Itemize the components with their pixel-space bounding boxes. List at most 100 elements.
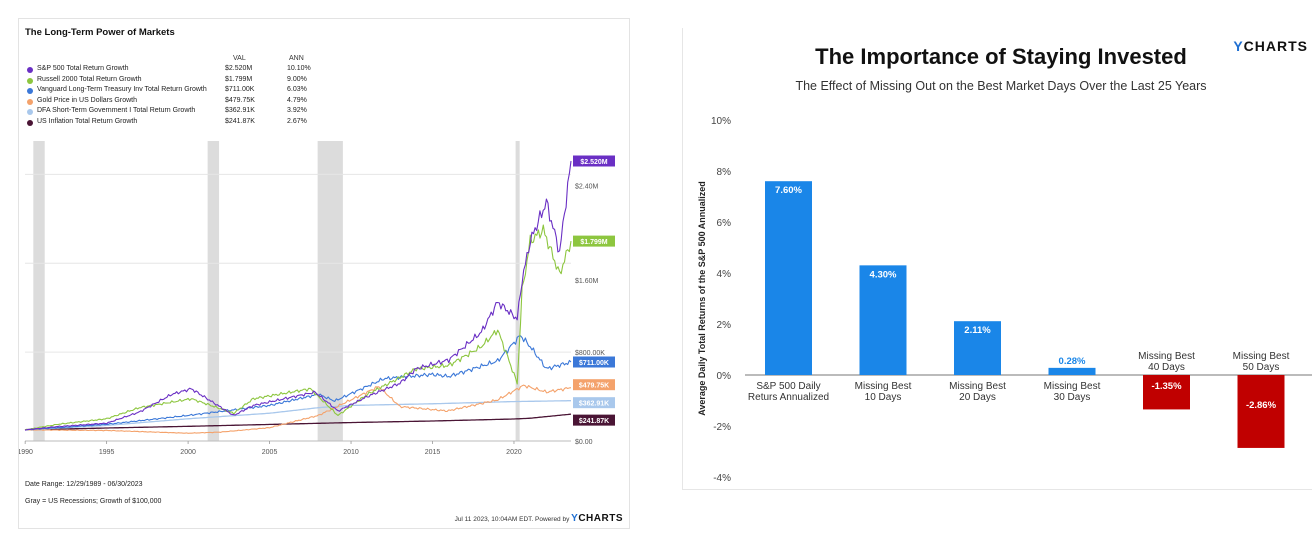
series-line — [25, 413, 572, 431]
legend-value: $241.87K — [225, 117, 255, 125]
legend-value: $711.00K — [225, 86, 255, 93]
y-tick-label: $800.00K — [575, 350, 605, 357]
legend-header-ann: ANN — [289, 55, 304, 62]
value-tag — [573, 414, 615, 426]
legend-annual-return: 2.67% — [287, 117, 307, 125]
y-axis-label: Average Daily Total Returns of the S&P 5… — [697, 181, 707, 416]
bar — [859, 265, 907, 375]
y-tick-label: 2% — [717, 320, 732, 331]
recession-band — [207, 141, 220, 441]
y-tick-label: 8% — [717, 167, 732, 178]
chart-title: The Importance of Staying Invested — [815, 44, 1187, 69]
recession-note: Gray = US Recessions; Growth of $100,000 — [25, 498, 162, 505]
value-tag-label: $1.799M — [580, 239, 607, 246]
series-line — [24, 160, 572, 431]
series-line — [24, 335, 572, 431]
category-label: Missing Best — [949, 381, 1006, 392]
y-tick-label: $1.60M — [575, 278, 599, 285]
legend-item: Gold Price in US Dollars Growth $479.75K 4… — [25, 97, 325, 107]
y-tick-label: 6% — [717, 218, 732, 229]
legend-annual-return: 10.10% — [287, 65, 311, 72]
category-label: 30 Days — [1054, 392, 1091, 403]
value-tag-label: $479.75K — [579, 383, 609, 390]
x-tick-label: 1990 — [19, 449, 33, 456]
y-tick-label: $2.40M — [575, 183, 599, 190]
legend-item: DFA Short-Term Government I Total Return… — [25, 107, 325, 117]
data-label: -1.35% — [1151, 381, 1182, 392]
bar — [765, 181, 812, 375]
category-label: Returs Annualized — [748, 392, 829, 403]
value-tag-label: $241.87K — [579, 418, 609, 425]
category-label: S&P 500 Daily — [756, 381, 820, 392]
brand-rest: CHARTS — [578, 513, 623, 524]
series-line — [24, 384, 572, 434]
data-label: 4.30% — [870, 269, 897, 280]
legend-label: US Inflation Total Return Growth — [37, 117, 138, 125]
category-label: 20 Days — [959, 392, 996, 403]
ycharts-logo: YCHARTS — [1233, 38, 1308, 54]
staying-invested-panel: The Importance of Staying Invested The E… — [682, 28, 1312, 490]
data-label: 2.11% — [964, 325, 991, 336]
brand-letter: Y — [1233, 38, 1244, 54]
date-range: Date Range: 12/29/1989 - 06/30/2023 — [25, 481, 143, 488]
series-line — [24, 224, 572, 431]
x-tick-label: 2010 — [343, 449, 359, 456]
y-tick-label: 4% — [717, 269, 732, 280]
y-tick-label: 0% — [717, 371, 732, 382]
series-line — [24, 400, 571, 431]
chart-subtitle: The Effect of Missing Out on the Best Ma… — [795, 79, 1207, 93]
recession-band — [33, 141, 45, 441]
bar — [1237, 375, 1285, 448]
x-tick-label: 2005 — [262, 449, 278, 456]
x-tick-label: 2020 — [506, 449, 522, 456]
x-tick-label: 1995 — [99, 449, 115, 456]
legend-marker — [27, 77, 33, 84]
data-label: 0.28% — [1059, 356, 1086, 367]
category-label: Missing Best — [1138, 351, 1195, 362]
value-tag-label: $2.520M — [580, 159, 607, 166]
long-term-markets-panel: The Long-Term Power of Markets VAL ANN S… — [18, 18, 630, 529]
category-label: 10 Days — [865, 392, 902, 403]
category-label: Missing Best — [1044, 381, 1101, 392]
brand-letter: Y — [571, 513, 579, 524]
value-tag — [573, 397, 615, 409]
bar-chart: -4% -2% 0% 2% 4% 6% 8% 10% Average Daily Total R… — [697, 116, 1312, 484]
legend-item: S&P 500 Total Return Growth $2.520M 10.10% — [25, 65, 325, 75]
y-tick-label: -2% — [713, 422, 731, 433]
value-tag-label: $711.00K — [579, 360, 609, 367]
value-tag — [573, 379, 615, 391]
legend-item: Vanguard Long-Term Treasury Inv Total Re… — [25, 86, 325, 96]
recession-band — [515, 141, 520, 441]
legend-annual-return: 6.03% — [287, 86, 307, 93]
legend-annual-return: 9.00% — [287, 75, 307, 83]
bar — [954, 321, 1001, 375]
legend-value: $1.799M — [225, 75, 253, 83]
brand-rest: CHARTS — [1243, 38, 1308, 54]
y-tick-label: -4% — [713, 473, 731, 484]
value-tag — [573, 235, 615, 247]
y-tick-label: 10% — [711, 116, 731, 127]
legend-header-val: VAL — [233, 55, 246, 62]
data-label: -2.86% — [1246, 400, 1277, 411]
legend-annual-return: 3.92% — [287, 107, 307, 114]
legend-marker — [27, 88, 33, 94]
category-label: Missing Best — [1233, 351, 1290, 362]
legend-value: $362.91K — [225, 107, 255, 114]
legend-label: S&P 500 Total Return Growth — [37, 65, 129, 72]
legend-marker — [27, 98, 33, 105]
legend-label: Russell 2000 Total Return Growth — [37, 75, 142, 83]
ycharts-logo: YCHARTS — [571, 513, 623, 524]
bar — [1143, 375, 1190, 410]
legend-annual-return: 4.79% — [287, 96, 307, 104]
legend-label: Vanguard Long-Term Treasury Inv Total Re… — [37, 86, 207, 93]
line-chart: $0.00 $800.00K $2.40M $1.60M 1990 1995 2000 200… — [19, 141, 615, 456]
value-tag — [573, 356, 615, 368]
value-tag — [573, 155, 615, 167]
legend-label: DFA Short-Term Government I Total Return… — [37, 107, 196, 114]
legend-item: US Inflation Total Return Growth $241.87K… — [25, 118, 325, 128]
x-tick-label: 2015 — [425, 449, 441, 456]
legend-value: $2.520M — [225, 65, 253, 72]
legend-marker — [27, 119, 33, 126]
data-label: 7.60% — [775, 185, 802, 196]
category-label: 40 Days — [1148, 362, 1185, 373]
